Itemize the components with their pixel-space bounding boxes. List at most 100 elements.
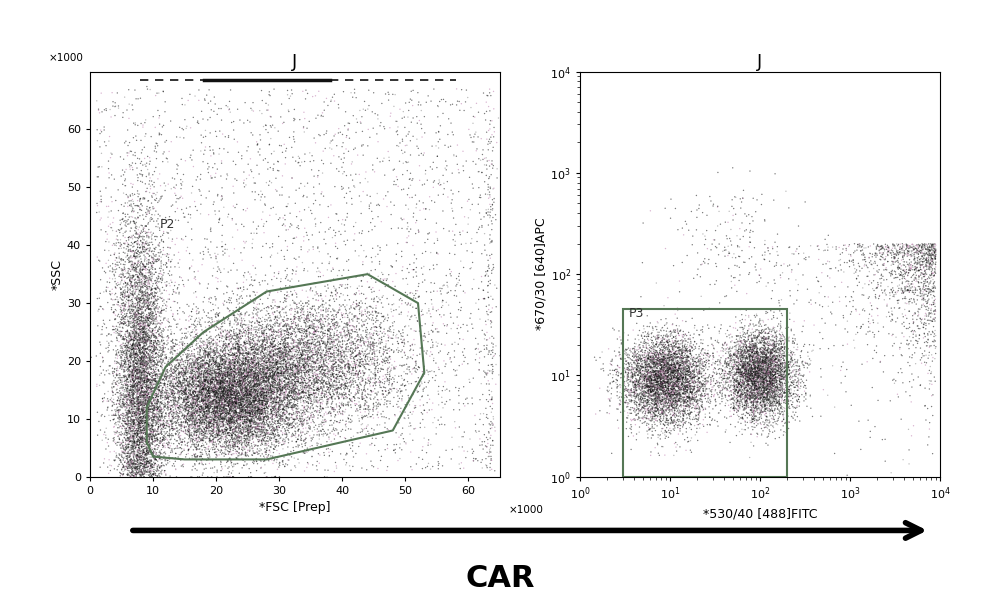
Point	[114, 295, 130, 305]
Point	[150, 282, 166, 291]
Point	[293, 428, 309, 437]
Point	[204, 443, 220, 452]
Point	[321, 344, 337, 354]
Point	[202, 388, 218, 398]
Point	[375, 350, 391, 359]
Point	[245, 371, 261, 380]
Point	[150, 412, 166, 422]
Point	[665, 402, 681, 412]
Point	[245, 422, 261, 432]
Point	[248, 456, 264, 465]
Point	[189, 374, 205, 383]
Point	[207, 427, 223, 436]
Point	[660, 383, 676, 393]
Point	[115, 347, 131, 357]
Point	[647, 404, 663, 414]
Point	[240, 409, 256, 418]
Point	[152, 373, 168, 383]
Point	[234, 376, 250, 386]
Point	[226, 188, 242, 198]
Point	[299, 193, 315, 202]
Point	[694, 380, 710, 389]
Point	[923, 376, 939, 386]
Point	[111, 407, 127, 417]
Point	[146, 167, 162, 176]
Point	[652, 409, 668, 419]
Point	[202, 417, 218, 427]
Point	[126, 333, 142, 343]
Point	[230, 394, 246, 403]
Point	[656, 369, 672, 378]
Point	[224, 414, 240, 423]
Point	[236, 450, 252, 460]
Point	[241, 402, 257, 411]
Point	[911, 246, 927, 256]
Point	[160, 358, 176, 368]
Point	[113, 294, 129, 304]
Point	[196, 356, 212, 366]
Point	[225, 311, 241, 320]
Point	[723, 271, 739, 281]
Point	[233, 410, 249, 420]
Point	[683, 436, 699, 445]
Point	[224, 391, 240, 401]
Point	[193, 367, 209, 376]
Point	[746, 368, 762, 378]
Point	[892, 242, 908, 252]
Point	[117, 437, 133, 447]
Point	[862, 241, 878, 251]
Point	[108, 284, 124, 293]
Point	[331, 266, 347, 275]
Point	[269, 187, 285, 196]
Point	[234, 442, 250, 452]
Point	[753, 420, 769, 429]
Point	[217, 355, 233, 365]
Point	[281, 355, 297, 364]
Point	[349, 356, 365, 365]
Point	[482, 308, 498, 317]
Point	[129, 455, 145, 465]
Point	[225, 384, 241, 393]
Point	[761, 380, 777, 389]
Point	[410, 373, 426, 383]
Point	[321, 342, 337, 352]
Point	[138, 445, 154, 455]
Point	[320, 337, 336, 346]
Point	[635, 391, 651, 401]
Point	[109, 366, 125, 375]
Point	[873, 271, 889, 280]
Point	[485, 412, 501, 421]
Point	[222, 357, 238, 367]
Point	[663, 374, 679, 383]
Point	[313, 336, 329, 345]
Point	[195, 449, 211, 459]
Point	[669, 327, 685, 337]
Point	[238, 391, 254, 401]
Point	[468, 420, 484, 429]
Point	[165, 344, 181, 353]
Point	[409, 271, 425, 281]
Point	[200, 390, 216, 399]
Point	[271, 406, 287, 415]
Point	[266, 426, 282, 435]
Point	[620, 363, 636, 372]
Point	[676, 393, 692, 402]
Point	[264, 322, 280, 331]
Point	[132, 296, 148, 306]
Point	[661, 396, 677, 405]
Point	[749, 382, 765, 392]
Point	[656, 342, 672, 352]
Point	[409, 216, 425, 225]
Point	[226, 375, 242, 385]
Point	[895, 252, 911, 261]
Point	[118, 377, 134, 387]
Point	[360, 141, 376, 151]
Point	[738, 340, 754, 350]
Point	[157, 452, 173, 461]
Point	[187, 414, 203, 424]
Point	[743, 364, 759, 373]
Point	[155, 366, 171, 375]
Point	[363, 309, 379, 319]
Point	[319, 351, 335, 361]
Point	[232, 360, 248, 370]
